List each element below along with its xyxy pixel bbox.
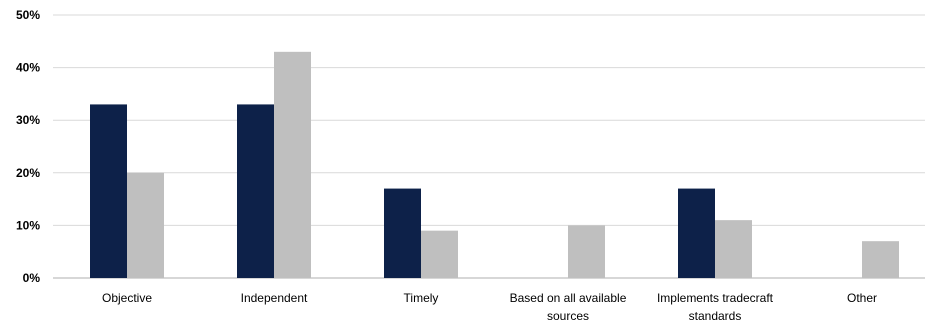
y-tick-label: 20% (16, 166, 40, 180)
bar (421, 230, 458, 278)
bar (384, 188, 421, 278)
x-category-label: Other (847, 291, 877, 305)
x-category-label: Objective (102, 291, 152, 305)
bar (715, 220, 752, 278)
x-category-label: Timely (404, 291, 439, 305)
bar (678, 188, 715, 278)
bar (274, 51, 311, 278)
y-tick-label: 50% (16, 8, 40, 22)
bar (862, 241, 899, 278)
bar (90, 104, 127, 278)
bar (127, 172, 164, 278)
y-axis-tick-labels: 0% 10% 20% 30% 40% 50% (16, 8, 40, 285)
x-category-label: Implements tradecraft standards (657, 291, 774, 323)
y-tick-label: 10% (16, 218, 40, 232)
bar (568, 225, 605, 278)
y-tick-label: 40% (16, 61, 40, 75)
y-tick-label: 0% (23, 271, 41, 285)
x-axis-category-labels: Objective Independent Timely Based on all a… (102, 291, 877, 323)
x-category-label: Independent (241, 291, 308, 305)
gridlines (53, 14, 925, 279)
y-tick-label: 30% (16, 113, 40, 127)
bar (237, 104, 274, 278)
x-category-label: Based on all available sources (510, 291, 627, 323)
bars (90, 51, 899, 278)
